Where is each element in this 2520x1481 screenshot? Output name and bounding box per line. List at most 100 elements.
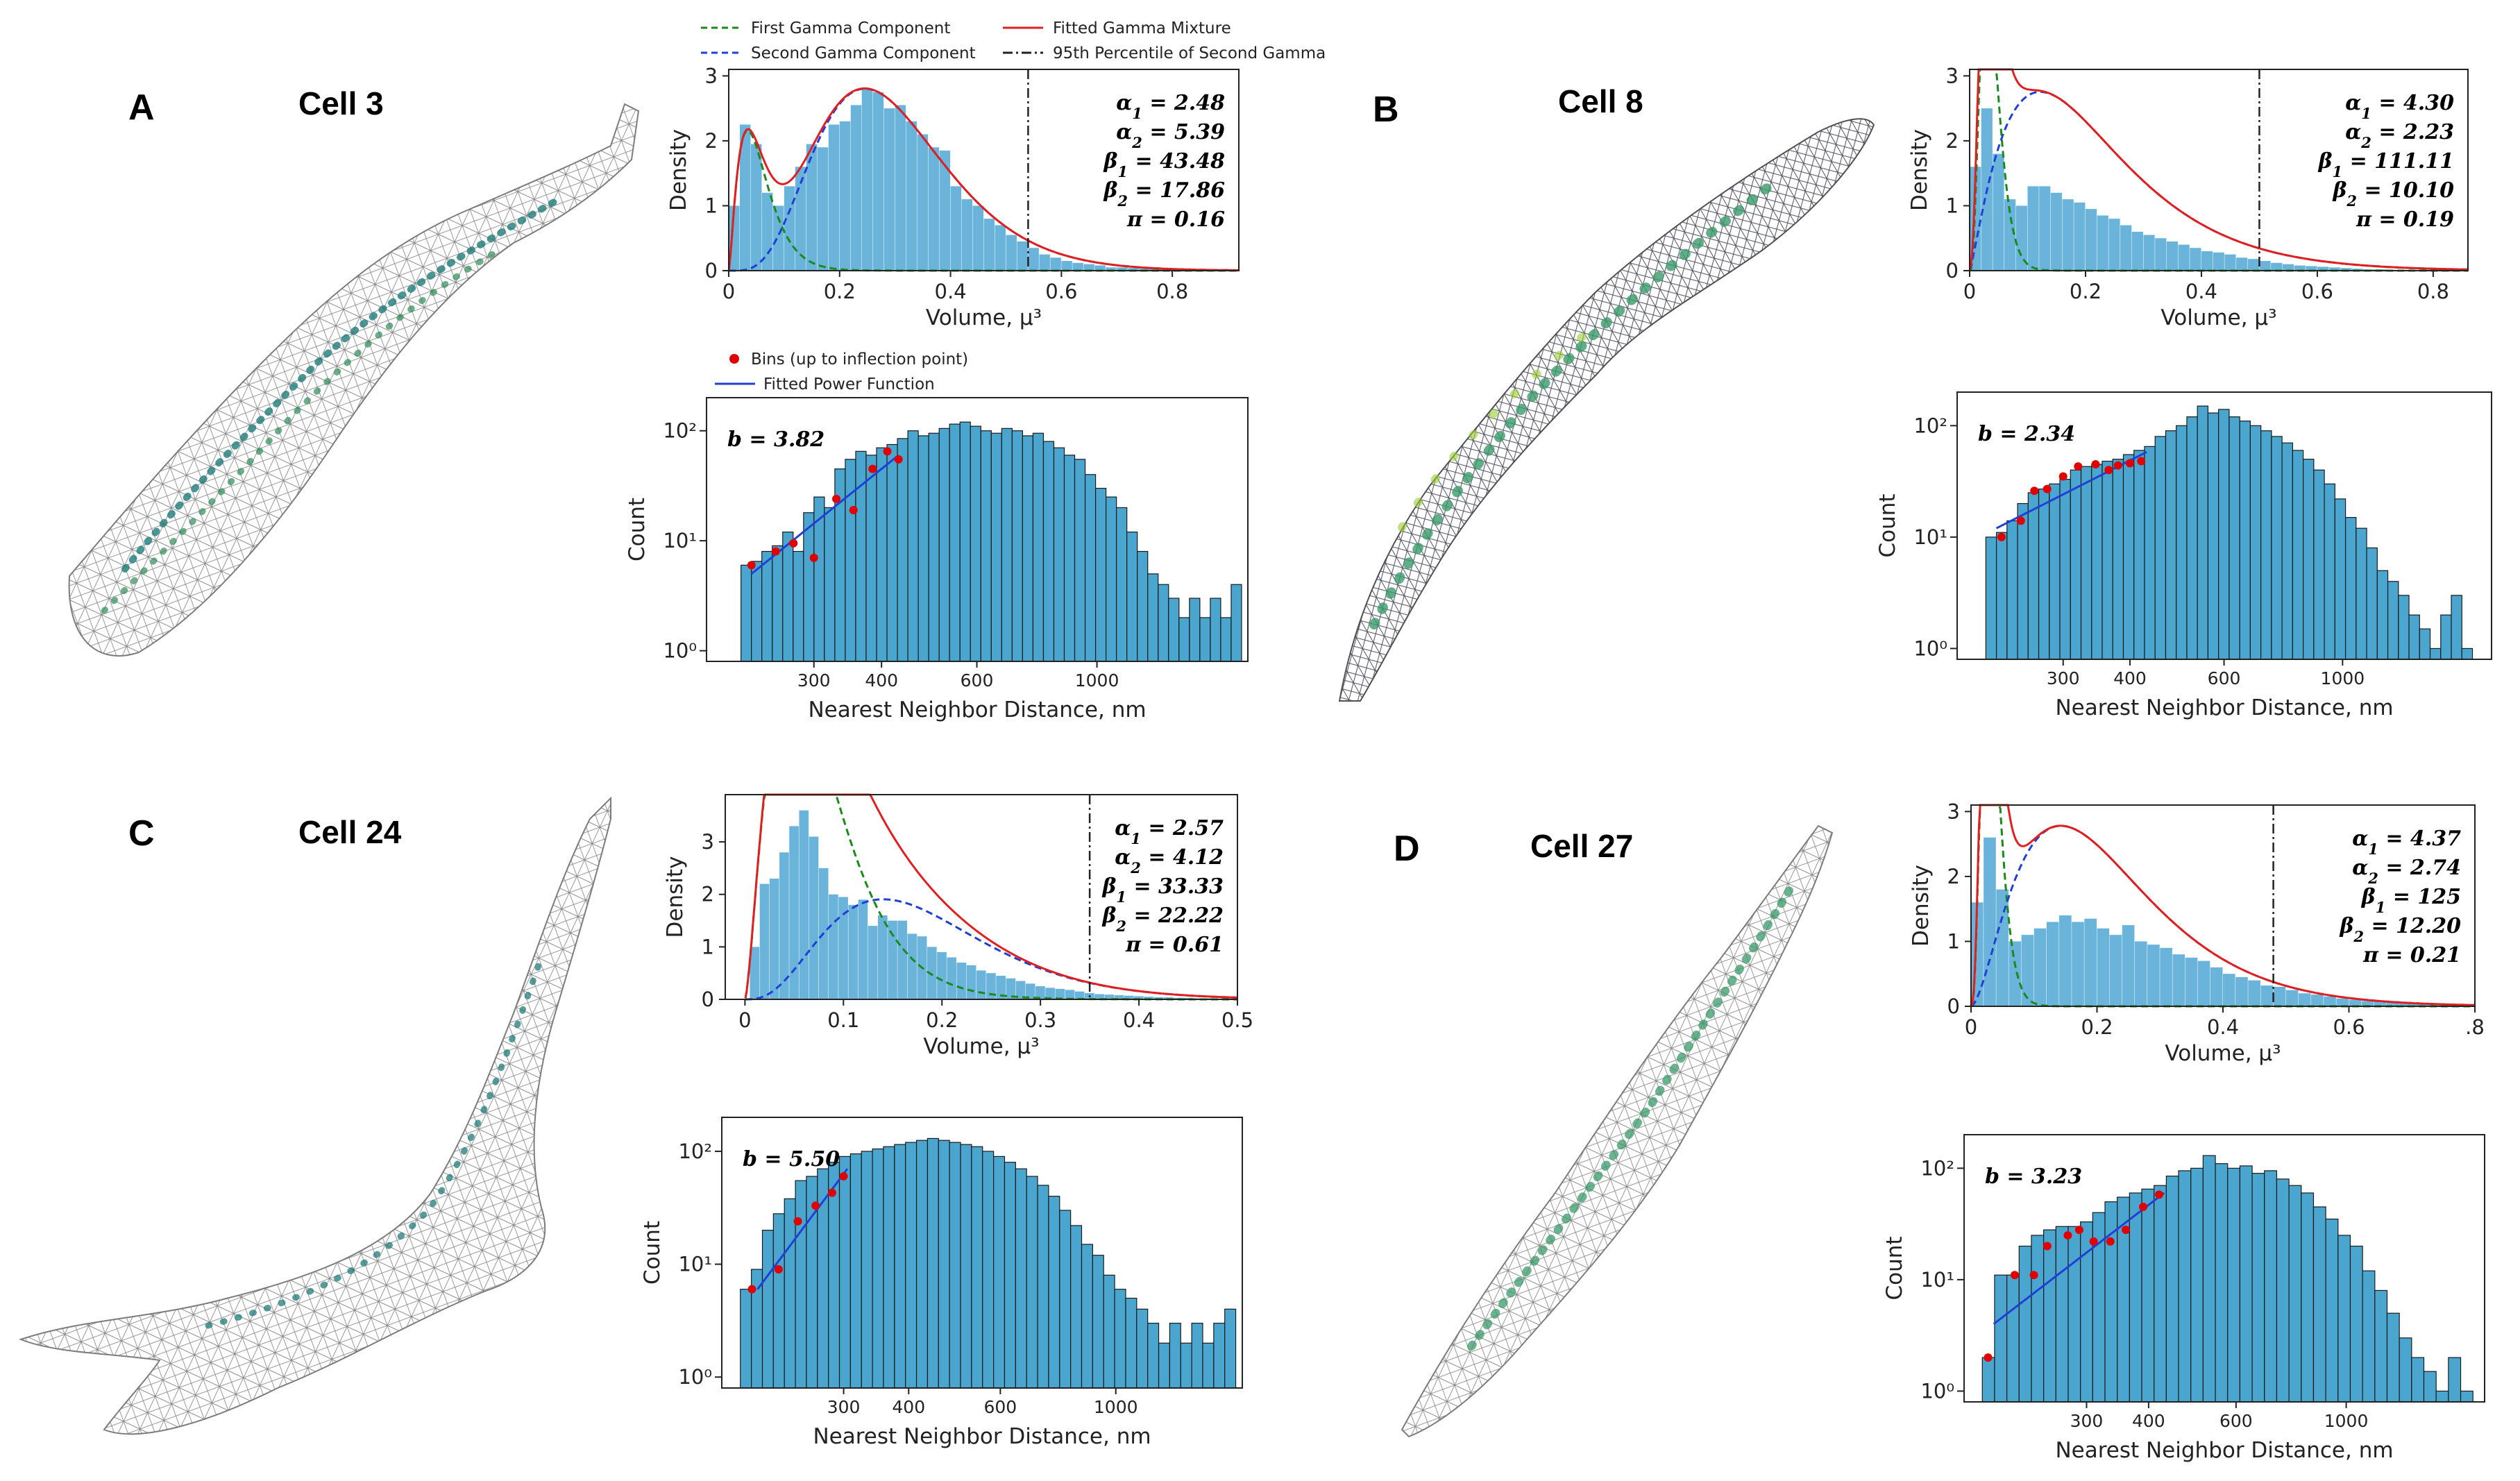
histogram-bar [1059,1210,1072,1389]
param-alpha1: α1 = 4.37 [2352,827,2461,858]
y-tick-label: 3 [1947,799,1960,823]
x-tick-label: 300 [2047,668,2080,688]
histogram-bar [2285,990,2299,1006]
inflection-bin-point [2030,486,2039,496]
x-tick-label: 600 [2208,668,2241,688]
x-tick-label: 0.6 [2301,280,2333,303]
histogram-bar [803,512,815,662]
plot-frame [725,794,1238,1000]
histogram-bar [982,1151,995,1389]
histogram-bar [1017,241,1028,271]
histogram-bar [2091,464,2103,660]
legend-first-label: First Gamma Component [751,19,950,37]
histogram-bar [741,564,752,662]
histogram-bar [1985,536,1997,660]
histogram-bar [2349,999,2362,1006]
histogram-bar [2349,1245,2363,1403]
y-axis-label: Density [1907,129,1932,211]
cell-27-mesh [1401,824,1834,1438]
histogram-bar [2340,268,2352,271]
inflection-bin-point [883,447,892,456]
histogram-bar [894,1144,906,1389]
x-axis-label: Volume, μ³ [2165,1041,2281,1066]
inflection-bin-point [2089,1237,2098,1246]
histogram-bar [2423,1371,2437,1403]
histogram-bar [2294,265,2306,271]
histogram-bar [1081,1244,1093,1389]
param-alpha2: α2 = 2.23 [2345,120,2454,151]
histogram-bar [1202,1342,1215,1389]
histogram-bar [2038,489,2050,660]
histogram-bar [2248,980,2260,1006]
histogram-bar [2006,1274,2020,1403]
x-axis-label: Volume, μ³ [2160,305,2276,330]
y-axis-label: Count [640,1221,665,1285]
histogram-bar [1117,267,1128,271]
param-beta1: β1 = 125 [2361,885,2461,916]
y-axis-label: Density [1909,865,1934,947]
histogram-bar [784,1198,796,1389]
histogram-bar [1055,988,1065,999]
histogram-bar [2154,1185,2167,1403]
histogram-bar [1039,254,1050,271]
inflection-bin-point [2106,1237,2115,1246]
cell-title-d: Cell 27 [1530,828,1633,864]
gamma-legend: First Gamma Component Second Gamma Compo… [701,19,1326,62]
histogram-bar [905,1142,917,1389]
x-axis-label: Volume, μ³ [926,305,1042,330]
histogram-bar [1074,991,1085,999]
histogram-bar [2202,1155,2216,1403]
inflection-bin-point [2074,1226,2083,1235]
histogram-bar [2165,1176,2179,1403]
histogram-bar [839,121,851,271]
histogram-bar [939,150,951,271]
histogram-bar [1114,1289,1126,1389]
y-tick-label: 10¹ [663,529,697,552]
histogram-bar [917,134,929,271]
y-tick-label: 1 [1947,929,1960,953]
histogram-bar [1063,455,1076,662]
histogram-bar [980,430,992,662]
histogram-bar [829,894,838,999]
inflection-bin-point [849,505,858,514]
histogram-bar [1996,889,2009,1006]
histogram-bar [2017,502,2029,660]
histogram-bar [772,545,784,662]
volume-histogram-cell-8: 0 0.2 0.4 0.6 0.8 0 1 2 3 Volume, μ³ Density α1 = 4… [1907,64,2469,330]
histogram-bar [1106,496,1117,662]
x-axis-label: Nearest Neighbor Distance, nm [808,697,1146,722]
histogram-bar [2451,595,2462,660]
x-tick-label: 300 [827,1397,861,1417]
histogram-bar [872,92,884,271]
gamma-mixture-curve [1970,804,2476,1007]
histogram-bar [966,965,976,999]
inflection-bin-point [2043,1242,2052,1251]
histogram-bar [2080,466,2092,660]
histogram-bar [950,186,962,271]
histogram-bar [1032,432,1045,662]
histogram-bar [1116,507,1128,662]
x-tick-label: 0.6 [1045,280,1077,303]
nn-distance-histogram-cell-8: 300 400 600 1000 10⁰ 10¹ 10² Nearest Neighbor D… [1875,391,2492,720]
histogram-bar [996,975,1006,999]
x-tick-label: 0 [1965,1015,1977,1039]
y-tick-label: 10¹ [1913,525,1947,549]
histogram-bar [1993,153,2004,271]
x-tick-label: 0.5 [1221,1008,1253,1032]
param-pi: π = 0.19 [2356,208,2454,232]
x-axis-label: Nearest Neighbor Distance, nm [2055,1438,2393,1463]
histogram-bar [2039,186,2051,271]
histogram-bar [928,147,940,271]
histogram-bar [1189,598,1201,662]
histogram-bar [2176,425,2188,660]
histogram-bar [1072,262,1083,271]
legend-fit-label: Fitted Power Function [763,375,935,393]
histogram-bar [2264,1170,2278,1403]
histogram-bar [2134,941,2147,1006]
param-alpha2: α2 = 4.12 [1115,845,1224,877]
histogram-bar [2460,1390,2474,1403]
histogram-bar [928,432,940,662]
histogram-bar [2213,252,2224,271]
histogram-bar [1042,441,1055,662]
